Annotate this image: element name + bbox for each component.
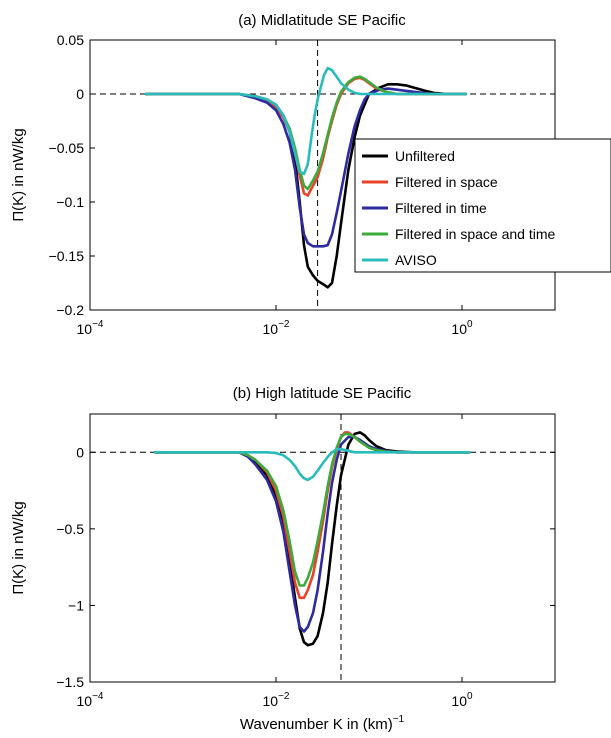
xtick-exponent: −4 — [92, 319, 104, 330]
xlabel-text: Wavenumber K in (km) — [240, 716, 393, 733]
legend-label-filtered-in-time: Filtered in time — [395, 200, 487, 216]
panel-a-ticks: 0.050−0.05−0.1−0.15−0.210−4 10−2 100 — [49, 32, 555, 337]
panel-b-reference-lines — [90, 414, 555, 682]
ytick-label: 0 — [76, 86, 84, 102]
xtick-base: 10 — [451, 693, 467, 709]
ytick-label: −1 — [68, 597, 84, 613]
panel-a-title: (a) Midlatitude SE Pacific — [238, 12, 406, 29]
legend-box — [354, 138, 611, 273]
panel-b-axes-box — [89, 413, 556, 683]
legend-label-filtered-in-space-and-time: Filtered in space and time — [395, 226, 556, 242]
xtick-base: 10 — [77, 693, 93, 709]
series-line-aviso — [153, 447, 471, 482]
ytick-label: −0.15 — [49, 248, 85, 264]
legend-label-unfiltered: Unfiltered — [395, 148, 455, 164]
xtick-exponent: 0 — [467, 691, 473, 702]
panel-a-ylabel: Π(K) in nW/kg — [10, 128, 27, 221]
legend-label-aviso: AVISO — [395, 252, 437, 268]
series-line-filtered-in-space — [153, 431, 471, 600]
xtick-base: 10 — [77, 321, 93, 337]
xtick-exponent: 0 — [467, 319, 473, 330]
ytick-label: −1.5 — [56, 674, 84, 690]
panel-high-latitude: (b) High latitude SE Pacific 0 −0.5 −1 −1.5… — [10, 385, 556, 733]
xtick-exponent: −4 — [92, 691, 104, 702]
panel-midlatitude: (a) Midlatitude SE Pacific 0.05 0 −0.05 −0.… — [10, 12, 611, 337]
xtick-label: 10−4 — [77, 691, 104, 709]
xtick-base: 10 — [263, 693, 279, 709]
xtick-label: 100 — [451, 319, 473, 337]
panel-a-series — [144, 66, 468, 289]
panel-b-xlabel: Wavenumber K in (km)−1 — [240, 714, 405, 733]
xtick-base: 10 — [451, 321, 467, 337]
xtick-exponent: −2 — [278, 691, 290, 702]
panel-b-title: (b) High latitude SE Pacific — [233, 385, 412, 402]
xtick-label: 10−2 — [263, 319, 290, 337]
series-line-filtered-in-space-and-time — [153, 432, 471, 587]
panel-b-ylabel: Π(K) in nW/kg — [10, 501, 27, 594]
series-line-aviso — [144, 66, 468, 176]
legend-label-filtered-in-space: Filtered in space — [395, 174, 498, 190]
series-line-unfiltered — [153, 431, 471, 647]
series-line-filtered-in-time — [153, 435, 471, 633]
ytick-label: −0.05 — [49, 140, 85, 156]
legend-items: Unfiltered Filtered in space Filtered in t… — [362, 148, 556, 268]
xlabel-superscript: −1 — [393, 714, 405, 725]
xtick-label: 100 — [451, 691, 473, 709]
ytick-label: 0.05 — [57, 32, 84, 48]
ytick-label: 0 — [76, 444, 84, 460]
xtick-base: 10 — [263, 321, 279, 337]
xtick-exponent: −2 — [278, 319, 290, 330]
xtick-label: 10−4 — [77, 319, 104, 337]
legend: Unfiltered Filtered in space Filtered in t… — [354, 138, 611, 273]
xtick-label: 10−2 — [263, 691, 290, 709]
panel-b-ticks: 0−0.5−1−1.510−4 10−2 100 — [56, 414, 555, 709]
panel-b-series — [153, 431, 471, 647]
ytick-label: −0.5 — [56, 521, 84, 537]
ytick-label: −0.2 — [56, 302, 84, 318]
ytick-label: −0.1 — [56, 194, 84, 210]
